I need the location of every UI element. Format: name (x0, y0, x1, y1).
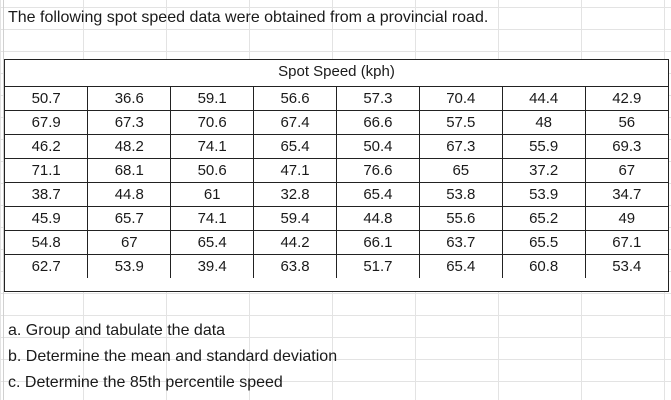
table-cell[interactable]: 49 (584, 206, 668, 231)
table-cell[interactable]: 59.4 (253, 206, 337, 231)
table-cell[interactable]: 67.1 (584, 230, 668, 255)
table-cell[interactable]: 45.9 (5, 206, 89, 231)
table-cell[interactable]: 44.8 (87, 182, 172, 207)
table-cell[interactable]: 37.2 (501, 158, 586, 183)
table-cell[interactable]: 62.7 (5, 254, 89, 278)
spot-speed-block: Spot Speed (kph) 50.7 36.6 59.1 56.6 57.3 70.… (4, 59, 669, 292)
table-cell[interactable]: 65.5 (501, 230, 586, 255)
table-cell[interactable]: 34.7 (584, 182, 668, 207)
table-cell[interactable]: 50.6 (170, 158, 255, 183)
spot-speed-table: 50.7 36.6 59.1 56.6 57.3 70.4 44.4 42.9 67.9 67.3… (5, 86, 668, 278)
table-cell[interactable]: 70.4 (418, 86, 503, 111)
table-cell[interactable]: 74.1 (170, 206, 255, 231)
table-cell[interactable]: 54.8 (5, 230, 89, 255)
table-cell[interactable]: 74.1 (170, 134, 255, 159)
table-cell[interactable]: 70.6 (170, 110, 255, 135)
table-cell[interactable]: 53.9 (501, 182, 586, 207)
table-cell[interactable]: 67 (584, 158, 668, 183)
table-cell[interactable]: 63.7 (418, 230, 503, 255)
table-cell[interactable]: 67.4 (253, 110, 337, 135)
table-cell[interactable]: 55.9 (501, 134, 586, 159)
table-row: 38.7 44.8 61 32.8 65.4 53.8 53.9 34.7 (5, 182, 668, 207)
table-cell[interactable]: 68.1 (87, 158, 172, 183)
table-cell[interactable]: 53.4 (584, 254, 668, 278)
question-list: a. Group and tabulate the data b. Determ… (8, 320, 337, 398)
table-row: 46.2 48.2 74.1 65.4 50.4 67.3 55.9 69.3 (5, 134, 668, 159)
question-c: c. Determine the 85th percentile speed (8, 374, 283, 391)
table-cell[interactable]: 50.7 (5, 86, 89, 111)
table-cell[interactable]: 48.2 (87, 134, 172, 159)
table-cell[interactable]: 56 (584, 110, 668, 135)
table-row: 50.7 36.6 59.1 56.6 57.3 70.4 44.4 42.9 (5, 86, 668, 111)
table-cell[interactable]: 63.8 (253, 254, 337, 278)
table-cell[interactable]: 59.1 (170, 86, 255, 111)
table-cell[interactable]: 66.6 (336, 110, 420, 135)
table-cell[interactable]: 50.4 (336, 134, 420, 159)
table-cell[interactable]: 48 (501, 110, 586, 135)
table-row: 67.9 67.3 70.6 67.4 66.6 57.5 48 56 (5, 110, 668, 135)
table-cell[interactable]: 69.3 (584, 134, 668, 159)
table-cell[interactable]: 38.7 (5, 182, 89, 207)
table-cell[interactable]: 67.9 (5, 110, 89, 135)
table-cell[interactable]: 65.4 (170, 230, 255, 255)
table-cell[interactable]: 47.1 (253, 158, 337, 183)
table-row: 54.8 67 65.4 44.2 66.1 63.7 65.5 67.1 (5, 230, 668, 255)
table-cell[interactable]: 44.8 (336, 206, 420, 231)
table-cell[interactable]: 65.2 (501, 206, 586, 231)
table-title: Spot Speed (kph) (278, 63, 395, 80)
table-cell[interactable]: 55.6 (418, 206, 503, 231)
table-cell[interactable]: 67.3 (87, 110, 172, 135)
table-cell[interactable]: 57.3 (336, 86, 420, 111)
question-a: a. Group and tabulate the data (8, 322, 226, 339)
table-row: 71.1 68.1 50.6 47.1 76.6 65 37.2 67 (5, 158, 668, 183)
problem-heading: The following spot speed data were obtai… (8, 9, 489, 26)
spot-speed-table-body: 50.7 36.6 59.1 56.6 57.3 70.4 44.4 42.9 67.9 67.3… (5, 86, 668, 278)
table-cell[interactable]: 66.1 (336, 230, 420, 255)
table-cell[interactable]: 65.4 (418, 254, 503, 278)
table-cell[interactable]: 60.8 (501, 254, 586, 278)
table-row: 45.9 65.7 74.1 59.4 44.8 55.6 65.2 49 (5, 206, 668, 231)
column-divider (3, 0, 4, 400)
table-cell[interactable]: 36.6 (87, 86, 172, 111)
table-cell[interactable]: 51.7 (336, 254, 420, 278)
table-cell[interactable]: 57.5 (418, 110, 503, 135)
table-cell[interactable]: 39.4 (170, 254, 255, 278)
table-cell[interactable]: 32.8 (253, 182, 337, 207)
table-cell[interactable]: 53.8 (418, 182, 503, 207)
table-cell[interactable]: 53.9 (87, 254, 172, 278)
table-row: 62.7 53.9 39.4 63.8 51.7 65.4 60.8 53.4 (5, 254, 668, 278)
table-cell[interactable]: 67.3 (418, 134, 503, 159)
table-cell[interactable]: 65 (418, 158, 503, 183)
table-cell[interactable]: 56.6 (253, 86, 337, 111)
table-cell[interactable]: 42.9 (584, 86, 668, 111)
question-b: b. Determine the mean and standard devia… (8, 348, 338, 365)
table-cell[interactable]: 44.2 (253, 230, 337, 255)
table-cell[interactable]: 76.6 (336, 158, 420, 183)
table-cell[interactable]: 61 (170, 182, 255, 207)
table-cell[interactable]: 65.7 (87, 206, 172, 231)
table-cell[interactable]: 71.1 (5, 158, 89, 183)
table-cell[interactable]: 67 (87, 230, 172, 255)
table-cell[interactable]: 65.4 (253, 134, 337, 159)
table-cell[interactable]: 65.4 (336, 182, 420, 207)
table-cell[interactable]: 46.2 (5, 134, 89, 159)
table-cell[interactable]: 44.4 (501, 86, 586, 111)
